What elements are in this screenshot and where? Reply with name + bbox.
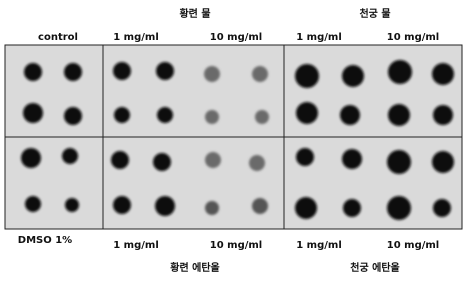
blot-dot [387,196,411,220]
blot-dot [295,197,317,219]
group-label: 황련 에탄올 [170,261,219,274]
blot-dot [295,64,319,88]
blot-dot [24,63,42,81]
column-label: 1 mg/ml [296,32,342,43]
group-label: 천궁 에탄올 [350,261,399,274]
column-label: 1 mg/ml [296,240,342,251]
blot-dot [388,104,410,126]
blot-dot [204,66,220,82]
blot-dot [205,152,221,168]
blot-dot [432,151,454,173]
blot [4,44,463,230]
blot-dot [432,63,454,85]
blot-dot [340,105,360,125]
group-label: 천궁 물 [359,7,390,20]
group-label: 황련 물 [179,7,210,20]
column-label: DMSO 1% [18,235,72,246]
blot-dot [155,196,175,216]
blot-dot [65,198,79,212]
column-label: 10 mg/ml [387,32,439,43]
dots [21,60,454,220]
blot-dot [157,107,173,123]
blot-dot [342,65,364,87]
blot-dot [342,149,362,169]
blot-dot [252,198,268,214]
blot-dot [111,151,129,169]
blot-dot [23,103,43,123]
blot-dot [205,201,219,215]
column-label: 10 mg/ml [210,240,262,251]
blot-dot [433,199,451,217]
blot-dot [388,60,412,84]
blot-dot [433,105,453,125]
blot-dot [387,150,411,174]
blot-dot [205,110,219,124]
blot-dot [249,155,265,171]
column-label: control [38,32,78,43]
blot-dot [25,196,41,212]
blot-dot [252,66,268,82]
column-label: 10 mg/ml [387,240,439,251]
blot-dot [64,63,82,81]
blot-dot [113,62,131,80]
blot-dot [114,107,130,123]
column-label: 1 mg/ml [113,32,159,43]
blot-dot [113,196,131,214]
blot-dot [255,110,269,124]
column-label: 10 mg/ml [210,32,262,43]
blot-dot [153,153,171,171]
blot-dot [296,102,318,124]
column-label: 1 mg/ml [113,240,159,251]
blot-dot [62,148,78,164]
blot-dot [156,62,174,80]
blot-dot [21,148,41,168]
blot-dot [64,107,82,125]
blot-dot [296,148,314,166]
blot-dot [343,199,361,217]
